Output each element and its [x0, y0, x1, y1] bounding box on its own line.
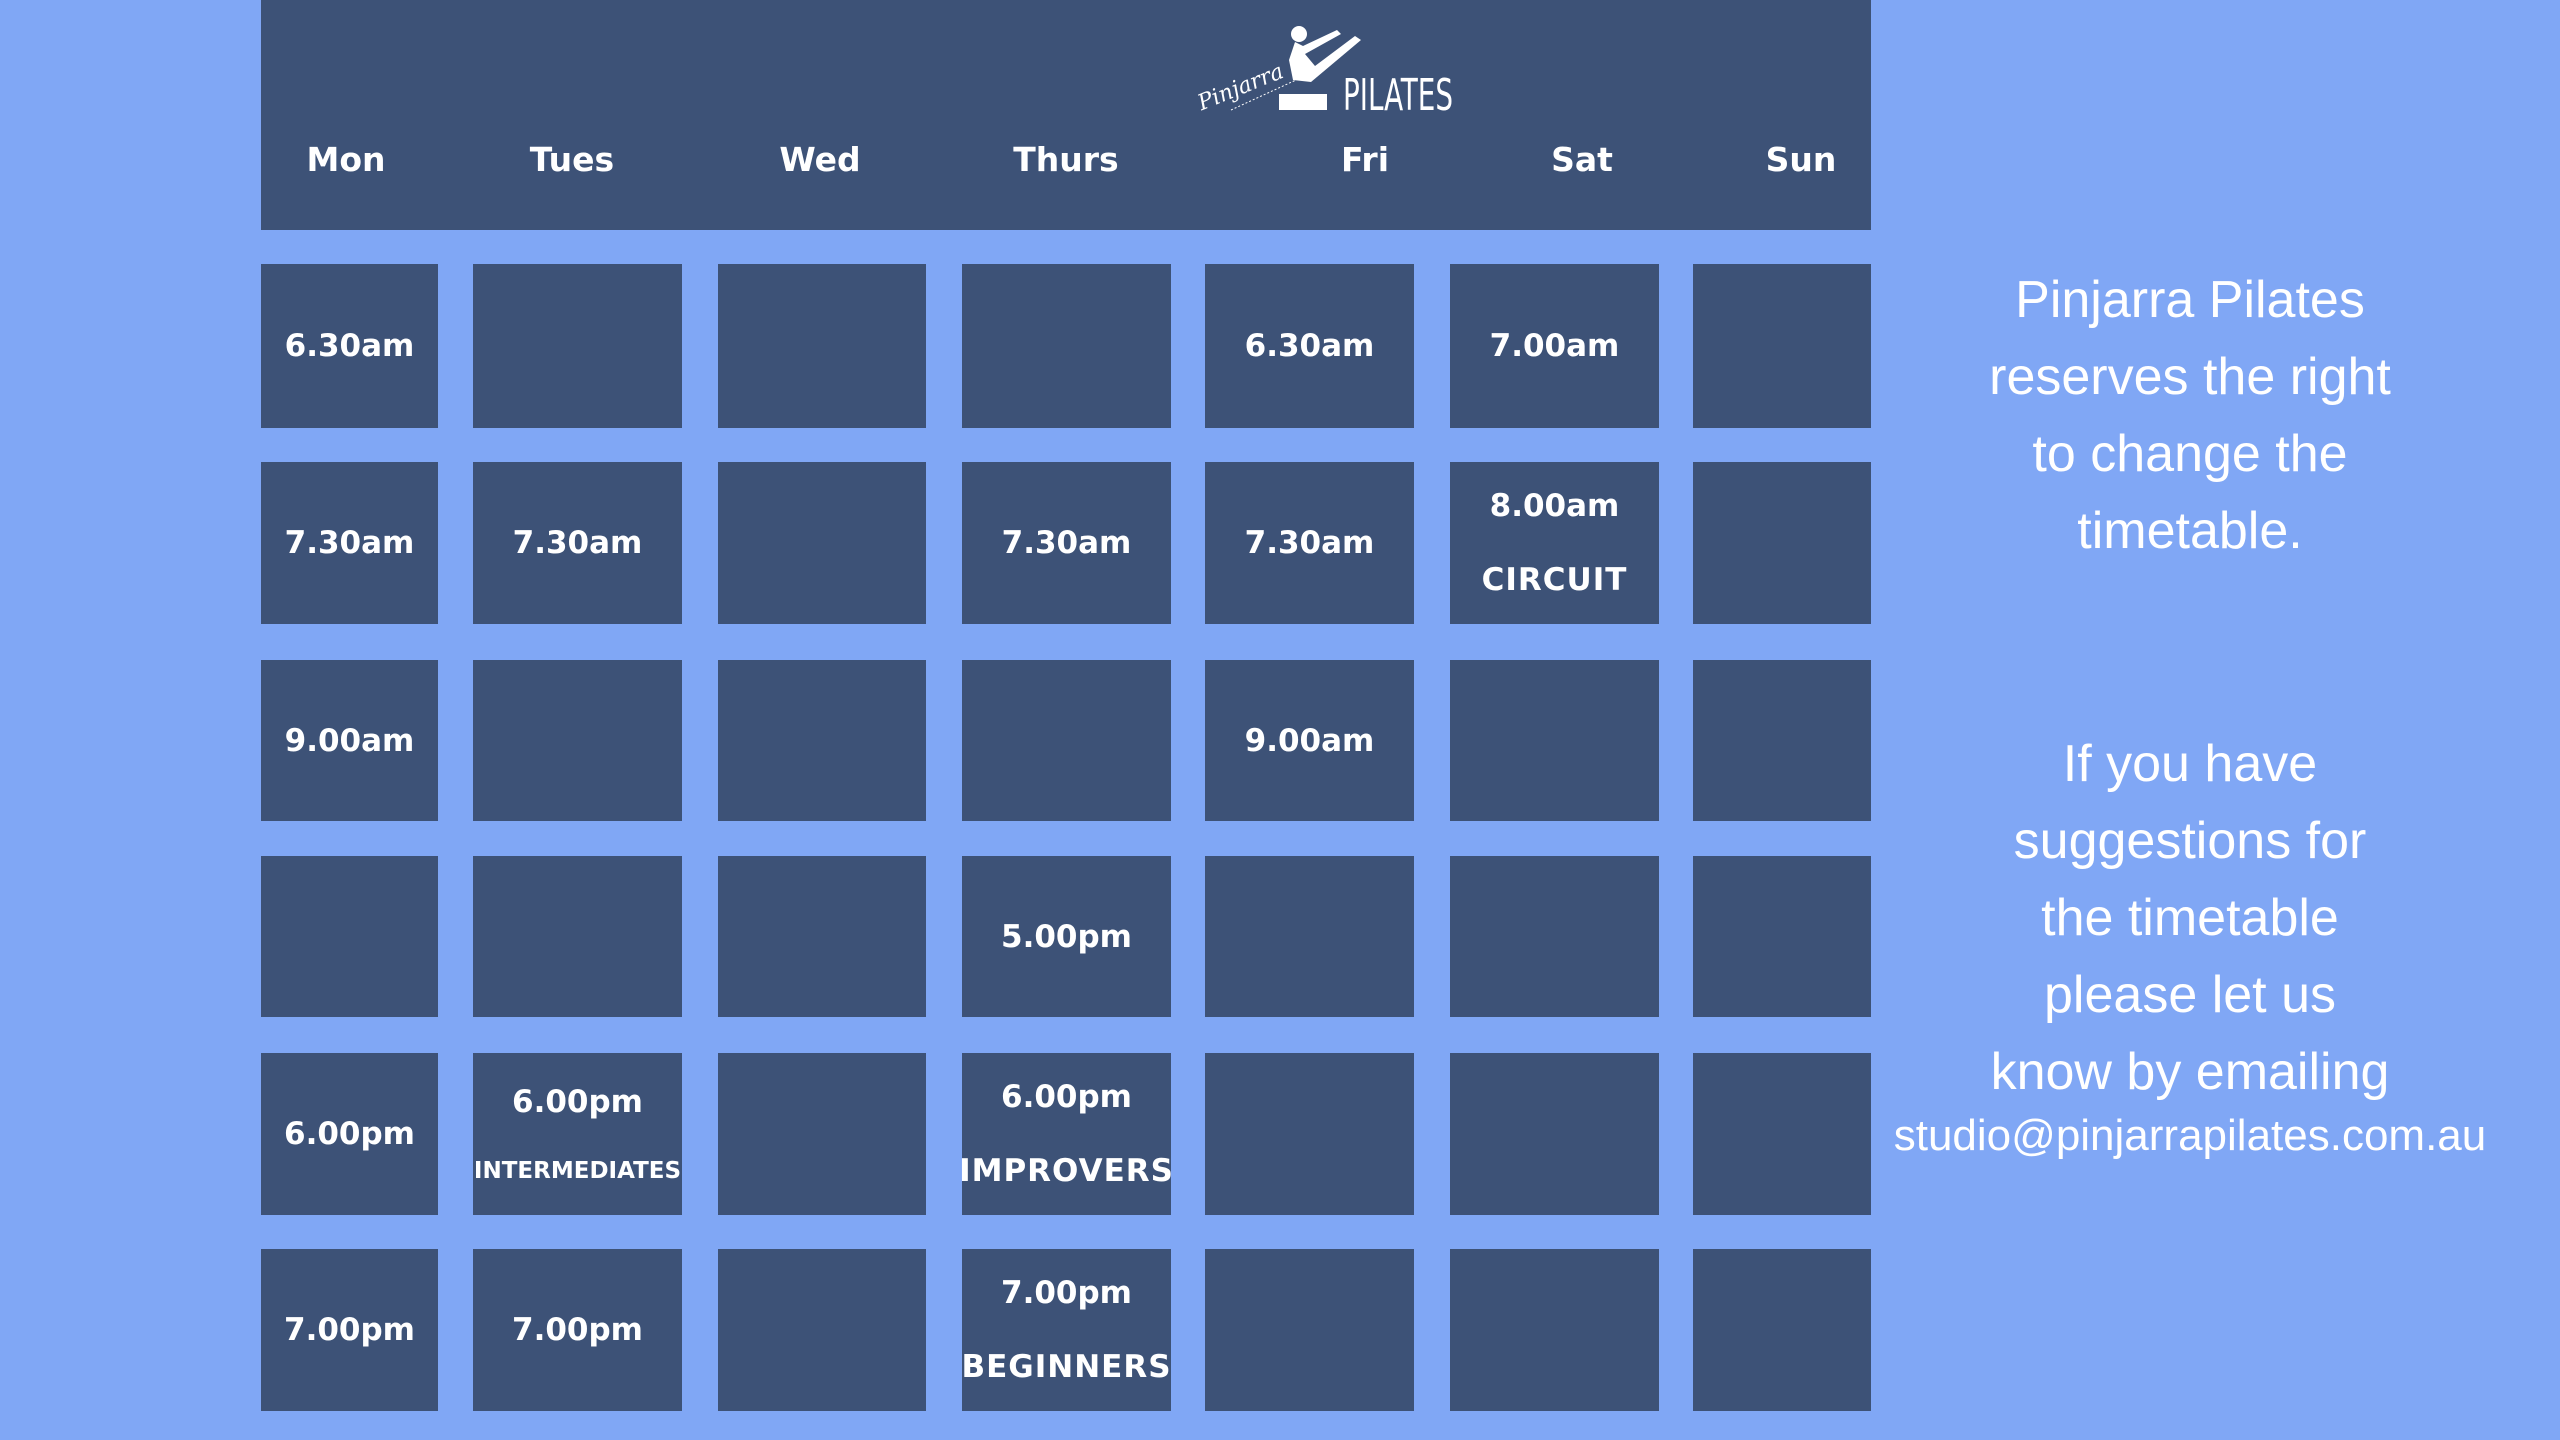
class-time: 7.30am: [512, 525, 643, 561]
class-time: 6.00pm: [512, 1084, 643, 1120]
timetable-cell: 7.00pm BEGINNERS: [961, 1249, 1172, 1411]
timetable-cell: [1693, 1053, 1871, 1215]
notice-line: If you have: [2062, 735, 2318, 793]
class-time: 8.00am: [1489, 488, 1620, 524]
class-time: 7.00pm: [1001, 1275, 1132, 1311]
svg-text:PILATES: PILATES: [1343, 70, 1453, 120]
timetable-cell: [718, 660, 926, 821]
svg-text:Pinjarra: Pinjarra: [1194, 59, 1288, 116]
class-time: 7.00pm: [284, 1312, 415, 1348]
timetable-cell: 9.00am: [1205, 660, 1414, 821]
notice-line: timetable.: [2077, 502, 2303, 560]
contact-email[interactable]: studio@pinjarrapilates.com.au: [1893, 1111, 2487, 1160]
timetable-cell: [1205, 856, 1414, 1017]
timetable-cell: 6.00pm: [261, 1053, 438, 1215]
timetable-cell: 6.00pm IMPROVERS: [959, 1053, 1174, 1215]
timetable-cell: [1450, 660, 1659, 821]
timetable-cell: [1450, 856, 1659, 1017]
notice-line: the timetable: [2041, 889, 2339, 947]
class-label: INTERMEDIATES: [473, 1158, 682, 1184]
timetable-cell: 7.00pm: [473, 1249, 682, 1411]
day-header-tues: Tues: [529, 140, 615, 179]
class-time: 7.00pm: [512, 1312, 643, 1348]
timetable-cell: [473, 856, 682, 1017]
timetable-cell: [718, 1249, 926, 1411]
class-time: 6.30am: [284, 328, 415, 364]
timetable-cell: 7.30am: [962, 462, 1171, 624]
timetable-cell: 6.30am: [261, 264, 438, 428]
class-time: 7.30am: [1244, 525, 1375, 561]
timetable-cell: [718, 462, 926, 624]
day-header-sat: Sat: [1551, 140, 1613, 179]
timetable-cell: [718, 1053, 926, 1215]
timetable-cell: [962, 660, 1171, 821]
timetable-cell: [962, 264, 1171, 428]
timetable-cell: 6.30am: [1205, 264, 1414, 428]
timetable-cell: [1693, 264, 1871, 428]
timetable-cell: [1693, 660, 1871, 821]
class-time: 6.00pm: [284, 1116, 415, 1152]
class-time: 6.00pm: [1001, 1079, 1132, 1115]
timetable-cell: 7.30am: [1205, 462, 1414, 624]
class-label: IMPROVERS: [959, 1153, 1174, 1189]
day-header-wed: Wed: [779, 140, 861, 179]
timetable-cell: [1450, 1249, 1659, 1411]
timetable-cell: [1693, 462, 1871, 624]
timetable-cell: [1205, 1053, 1414, 1215]
timetable-cell: [718, 264, 926, 428]
timetable-cell: 7.30am: [261, 462, 438, 624]
timetable-cell: [1693, 856, 1871, 1017]
timetable-header: Pinjarra PILATES: [261, 0, 1871, 230]
class-time: 7.30am: [284, 525, 415, 561]
timetable-cell: 7.30am: [473, 462, 682, 624]
notice-line: suggestions for: [2013, 812, 2367, 870]
day-header-thurs: Thurs: [1013, 140, 1119, 179]
timetable-cell: 6.00pm INTERMEDIATES: [473, 1053, 682, 1215]
class-time: 7.30am: [1001, 525, 1132, 561]
timetable-cell: [473, 264, 682, 428]
class-time: 9.00am: [284, 722, 415, 759]
timetable-cell: [1693, 1249, 1871, 1411]
timetable-cell: 5.00pm: [962, 856, 1171, 1017]
timetable-cell: 7.00am: [1450, 264, 1659, 428]
timetable-cell: [718, 856, 926, 1017]
notice-line: please let us: [2044, 966, 2336, 1024]
class-time: 9.00am: [1244, 722, 1375, 759]
class-time: 5.00pm: [1001, 918, 1132, 955]
timetable-cell: [1450, 1053, 1659, 1215]
day-header-fri: Fri: [1340, 140, 1390, 179]
pinjarra-pilates-logo: Pinjarra PILATES: [1194, 26, 1453, 120]
timetable-cell: [473, 660, 682, 821]
timetable-cell: [1205, 1249, 1414, 1411]
class-time: 7.00am: [1489, 328, 1620, 364]
class-label: CIRCUIT: [1481, 562, 1628, 598]
class-time: 6.30am: [1244, 328, 1375, 364]
change-notice: Pinjarra Pilates reserves the right to cha…: [1870, 262, 2510, 570]
day-header-sun: Sun: [1765, 140, 1837, 179]
timetable-cell: 9.00am: [261, 660, 438, 821]
notice-line: Pinjarra Pilates: [2015, 271, 2365, 329]
timetable-cell: [261, 856, 438, 1017]
day-header-mon: Mon: [306, 140, 386, 179]
timetable-cell: 7.00pm: [261, 1249, 438, 1411]
class-label: BEGINNERS: [961, 1349, 1172, 1385]
timetable-cell: 8.00am CIRCUIT: [1450, 462, 1659, 624]
notice-line: to change the: [2032, 425, 2348, 483]
notice-line: know by emailing: [1990, 1043, 2390, 1101]
notice-line: reserves the right: [1989, 348, 2391, 406]
suggestion-notice: If you have suggestions for the timetable p…: [1870, 726, 2510, 1161]
